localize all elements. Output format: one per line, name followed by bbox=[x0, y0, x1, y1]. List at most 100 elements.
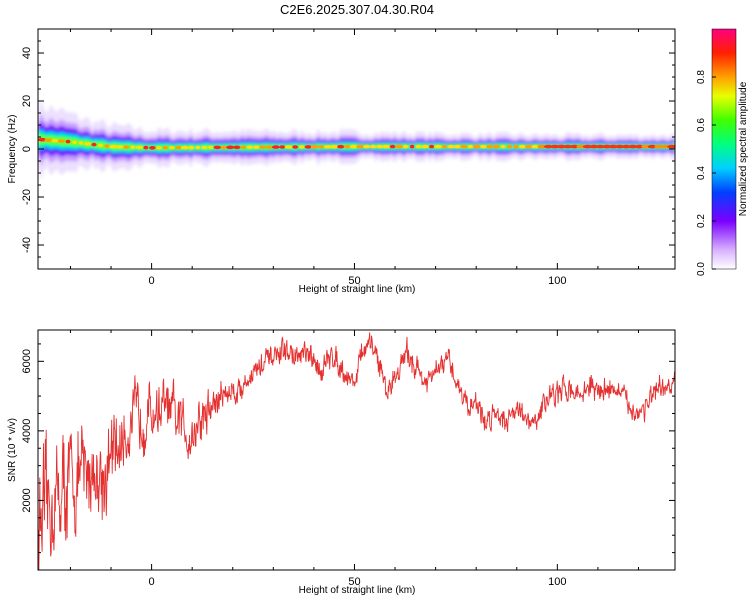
chart-title: C2E6.2025.307.04.30.R04 bbox=[280, 2, 434, 17]
spectrogram-peak bbox=[460, 144, 468, 149]
spectrogram-peak bbox=[337, 144, 345, 149]
spectrogram-peak bbox=[123, 145, 130, 149]
spectrogram-y-tick-label: 0 bbox=[21, 146, 33, 152]
spectrogram-peak bbox=[116, 145, 124, 149]
spectrogram-x-tick-label: 0 bbox=[149, 275, 155, 287]
spectrogram-peak bbox=[304, 145, 312, 149]
snr-x-tick-label: 100 bbox=[548, 576, 566, 588]
spectrogram-peak bbox=[518, 144, 526, 149]
spectrogram-peak bbox=[343, 144, 351, 149]
spectrogram-peak bbox=[602, 144, 612, 149]
spectrogram-peak bbox=[421, 144, 429, 149]
spectrogram-x-tick-label: 100 bbox=[548, 275, 566, 287]
spectrogram-peak bbox=[582, 144, 592, 149]
spectrogram-peak bbox=[44, 138, 53, 142]
spectrogram-peak bbox=[429, 144, 435, 149]
spectrogram-peak bbox=[135, 145, 144, 150]
spectrogram-peak bbox=[246, 145, 253, 149]
spectrogram-peak bbox=[608, 144, 618, 149]
snr-y-ticks: 2000 4000 6000 bbox=[21, 343, 675, 554]
spectrogram-peak bbox=[634, 144, 644, 149]
spectrogram-peak bbox=[298, 145, 305, 149]
spectrogram-peak bbox=[595, 144, 605, 149]
spectrogram-peak bbox=[363, 144, 371, 149]
spectrogram-peak bbox=[240, 145, 247, 150]
spectrogram-peak bbox=[84, 142, 91, 146]
snr-x-label: Height of straight line (km) bbox=[299, 585, 416, 596]
spectrogram-peak bbox=[370, 144, 377, 149]
snr-y-tick-label: 4000 bbox=[21, 419, 33, 443]
colorbar-tick-label: 0.6 bbox=[696, 118, 707, 132]
spectrogram-band bbox=[38, 98, 675, 181]
spectrogram-peak bbox=[615, 144, 625, 149]
spectrogram-peak bbox=[506, 144, 513, 149]
spectrogram-peak bbox=[180, 145, 190, 150]
spectrogram-peak bbox=[589, 144, 599, 149]
spectrogram-x-ticks: 0 50 100 bbox=[69, 29, 639, 287]
spectrogram-y-tick-label: -20 bbox=[21, 189, 33, 205]
spectrogram-peak bbox=[480, 144, 487, 149]
snr-panel: 0 50 100 2000 4000 6000 Height of straight l… bbox=[7, 329, 676, 596]
spectrogram-peak bbox=[576, 144, 586, 149]
spectrogram-peak bbox=[104, 144, 110, 148]
spectrogram-peak bbox=[149, 146, 156, 150]
spectrogram-peak bbox=[188, 145, 195, 150]
colorbar: 0.0 0.2 0.4 0.6 0.8 Normalized spectral ampl… bbox=[696, 28, 749, 276]
colorbar-ticks: 0.0 0.2 0.4 0.6 0.8 bbox=[696, 70, 716, 276]
spectrogram-peak bbox=[486, 144, 494, 149]
spectrogram-peak bbox=[453, 144, 462, 149]
spectrogram-peak bbox=[667, 144, 675, 149]
spectrogram-peak bbox=[169, 145, 175, 150]
spectrogram-peak bbox=[51, 138, 59, 143]
spectrogram-peak bbox=[143, 145, 149, 150]
spectrogram-peak bbox=[493, 144, 500, 149]
colorbar-tick-label: 0.8 bbox=[696, 70, 707, 84]
spectrogram-peak bbox=[349, 144, 358, 149]
spectrogram-peak bbox=[213, 145, 222, 150]
spectrogram-peak bbox=[531, 144, 540, 149]
spectrogram-peak bbox=[233, 145, 241, 150]
snr-y-tick-label: 2000 bbox=[21, 488, 33, 512]
snr-x-tick-label: 50 bbox=[348, 576, 360, 588]
spectrogram-peak bbox=[91, 142, 97, 147]
spectrogram-peak bbox=[195, 145, 201, 150]
spectrogram-y-label: Frequency (Hz) bbox=[7, 115, 18, 184]
spectrogram-peak bbox=[279, 145, 286, 149]
spectrogram-peak bbox=[472, 144, 482, 149]
spectrogram-peak bbox=[660, 144, 670, 149]
spectrogram-peak bbox=[641, 144, 651, 149]
spectrogram-peak bbox=[409, 144, 415, 149]
spectrogram-peak bbox=[97, 143, 104, 148]
spectrogram-peak bbox=[259, 145, 267, 149]
spectrogram-x-tick-label: 50 bbox=[348, 275, 360, 287]
colorbar-gradient bbox=[711, 28, 737, 270]
spectrogram-peak bbox=[550, 144, 560, 149]
spectrogram-peak bbox=[543, 144, 553, 149]
spectrogram-y-ticks: -40 -20 0 20 40 bbox=[21, 28, 675, 270]
spectrogram-peak bbox=[441, 144, 448, 149]
spectrogram-peak bbox=[156, 146, 162, 150]
spectrogram-peak bbox=[434, 144, 443, 149]
spectrogram-peak bbox=[109, 144, 118, 149]
spectrogram-peak bbox=[57, 139, 66, 143]
spectrogram-peak bbox=[556, 144, 566, 149]
colorbar-tick-label: 0.4 bbox=[696, 166, 707, 180]
spectrogram-peak bbox=[330, 144, 339, 149]
spectrogram-peak bbox=[130, 145, 136, 149]
spectrogram-peak bbox=[208, 145, 214, 150]
snr-frame bbox=[37, 329, 676, 571]
colorbar-tick-label: 0.0 bbox=[696, 262, 707, 276]
spectrogram-peak bbox=[65, 139, 71, 144]
spectrogram-peak bbox=[323, 145, 332, 149]
spectrogram-peak bbox=[162, 145, 168, 150]
spectrogram-peak bbox=[271, 145, 280, 149]
spectrogram-peak bbox=[513, 144, 519, 149]
spectrogram-peak bbox=[72, 140, 77, 145]
colorbar-label: Normalized spectral amplitude bbox=[738, 81, 749, 216]
spectrogram-peak bbox=[38, 137, 47, 142]
spectrogram-peak bbox=[265, 145, 273, 149]
spectrogram-panel: 0 50 100 -40 -20 0 20 40 Height of straight li… bbox=[7, 28, 676, 295]
spectrogram-peak bbox=[628, 144, 638, 149]
spectrogram-peak-group bbox=[38, 137, 675, 150]
